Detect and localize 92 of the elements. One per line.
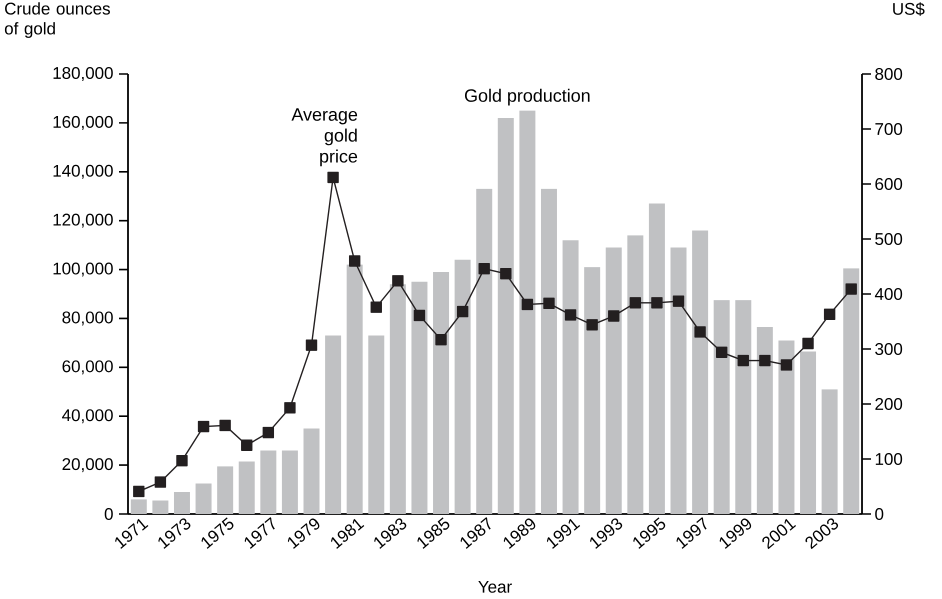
point xyxy=(219,420,231,432)
bar xyxy=(152,500,168,514)
point xyxy=(392,275,404,286)
point xyxy=(694,326,706,338)
bar xyxy=(346,264,363,514)
series-label: Average gold price xyxy=(291,108,358,166)
series-label: Gold production xyxy=(464,88,590,106)
bar xyxy=(174,492,190,514)
point xyxy=(478,263,490,274)
point xyxy=(284,402,296,414)
point xyxy=(738,354,749,366)
bar xyxy=(368,336,384,514)
y2-tick-label: 800 xyxy=(875,68,902,80)
y2-tick-label: 300 xyxy=(875,343,902,356)
bar xyxy=(476,188,492,514)
point xyxy=(133,486,144,498)
bar xyxy=(325,336,342,514)
point xyxy=(370,302,382,313)
bar xyxy=(778,340,794,514)
bar xyxy=(130,499,147,514)
bar xyxy=(260,450,276,514)
y2-tick-label: 200 xyxy=(875,398,902,410)
y-tick-label: 20,000 xyxy=(62,458,113,472)
y-tick-label: 80,000 xyxy=(62,311,113,326)
y-tick-label: 40,000 xyxy=(62,409,113,424)
point xyxy=(414,310,426,322)
bar xyxy=(670,248,687,514)
bar xyxy=(648,204,665,514)
point xyxy=(262,426,274,438)
point xyxy=(564,309,576,321)
bar xyxy=(390,284,406,514)
point xyxy=(759,354,771,366)
y2-tick-label: 400 xyxy=(874,288,902,300)
y2-tick-label: 0 xyxy=(875,508,884,520)
bar xyxy=(822,389,838,514)
point xyxy=(176,454,188,466)
bar xyxy=(540,188,557,514)
bar xyxy=(800,351,816,514)
x-axis-title: Year xyxy=(478,580,512,593)
bar xyxy=(562,240,579,514)
bar xyxy=(433,272,450,514)
point xyxy=(586,319,598,330)
point xyxy=(154,476,166,488)
y-tick-label: 180,000 xyxy=(54,66,113,81)
y-tick-label: 60,000 xyxy=(62,360,113,374)
bar xyxy=(606,248,622,514)
y-tick-label: 0 xyxy=(104,508,113,520)
point xyxy=(780,359,792,371)
y2-tick-label: 100 xyxy=(876,453,902,465)
point xyxy=(672,295,684,307)
y2-tick-label: 700 xyxy=(875,123,902,136)
bar xyxy=(498,118,514,514)
y2-tick-label: 600 xyxy=(875,178,902,190)
bar xyxy=(519,110,536,514)
bar xyxy=(454,260,471,514)
point xyxy=(327,172,339,184)
bar xyxy=(714,300,730,514)
bar xyxy=(584,267,600,514)
point xyxy=(608,310,620,322)
y2-axis-title: US$ xyxy=(893,2,925,16)
point xyxy=(651,297,663,308)
y-tick-label: 120,000 xyxy=(54,214,113,228)
point xyxy=(824,308,836,320)
point xyxy=(522,298,534,310)
y-tick-label: 140,000 xyxy=(54,164,113,179)
point xyxy=(500,268,512,280)
bar xyxy=(627,235,644,514)
bar xyxy=(843,268,860,514)
bar xyxy=(304,428,320,514)
point xyxy=(630,297,642,308)
point xyxy=(456,306,468,318)
bar xyxy=(238,461,255,514)
point xyxy=(241,440,252,451)
point xyxy=(348,255,360,267)
point xyxy=(435,334,447,346)
bar xyxy=(692,230,708,514)
bar xyxy=(196,483,212,514)
point xyxy=(716,346,728,358)
bar xyxy=(217,466,234,514)
point xyxy=(846,283,857,295)
y-tick-label: 100,000 xyxy=(54,262,113,277)
point xyxy=(543,298,555,310)
y-axis-title: Crude ounces of gold xyxy=(4,2,110,38)
point xyxy=(802,338,814,350)
y-tick-label: 160,000 xyxy=(54,116,113,130)
bar xyxy=(735,300,752,514)
bar xyxy=(411,282,428,514)
point xyxy=(306,339,318,351)
bar xyxy=(282,450,298,514)
bar xyxy=(756,326,773,514)
y2-tick-label: 500 xyxy=(875,233,902,246)
point xyxy=(198,420,210,432)
